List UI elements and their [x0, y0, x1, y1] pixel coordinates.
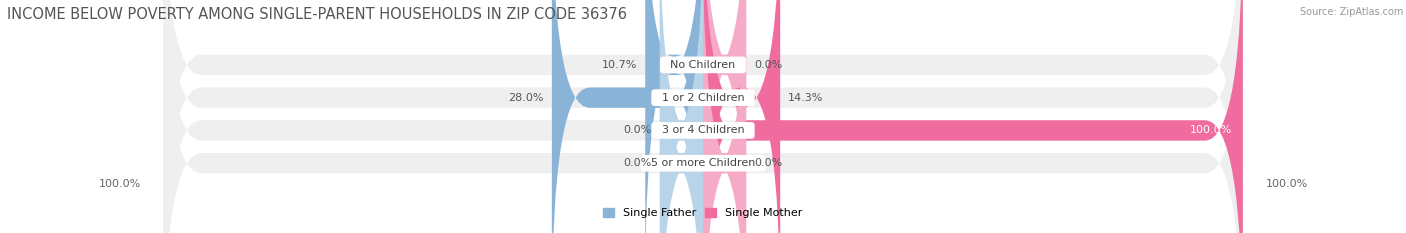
FancyBboxPatch shape — [163, 0, 1243, 233]
Text: 14.3%: 14.3% — [789, 93, 824, 103]
FancyBboxPatch shape — [659, 0, 703, 233]
Text: 5 or more Children: 5 or more Children — [644, 158, 762, 168]
Text: 28.0%: 28.0% — [508, 93, 544, 103]
FancyBboxPatch shape — [163, 0, 1243, 233]
FancyBboxPatch shape — [703, 0, 747, 233]
Text: INCOME BELOW POVERTY AMONG SINGLE-PARENT HOUSEHOLDS IN ZIP CODE 36376: INCOME BELOW POVERTY AMONG SINGLE-PARENT… — [7, 7, 627, 22]
FancyBboxPatch shape — [703, 0, 1243, 233]
FancyBboxPatch shape — [163, 0, 1243, 233]
Text: 0.0%: 0.0% — [754, 60, 783, 70]
FancyBboxPatch shape — [163, 0, 1243, 233]
Text: 100.0%: 100.0% — [1265, 179, 1308, 189]
Text: 100.0%: 100.0% — [98, 179, 141, 189]
Legend: Single Father, Single Mother: Single Father, Single Mother — [603, 208, 803, 218]
Text: No Children: No Children — [664, 60, 742, 70]
Text: 100.0%: 100.0% — [1189, 125, 1232, 135]
Text: 0.0%: 0.0% — [754, 158, 783, 168]
FancyBboxPatch shape — [659, 0, 703, 233]
FancyBboxPatch shape — [703, 0, 747, 233]
Text: 1 or 2 Children: 1 or 2 Children — [655, 93, 751, 103]
FancyBboxPatch shape — [645, 0, 703, 233]
Text: 0.0%: 0.0% — [623, 158, 652, 168]
Text: 0.0%: 0.0% — [623, 125, 652, 135]
FancyBboxPatch shape — [551, 0, 703, 233]
Text: 3 or 4 Children: 3 or 4 Children — [655, 125, 751, 135]
FancyBboxPatch shape — [703, 0, 780, 233]
Text: Source: ZipAtlas.com: Source: ZipAtlas.com — [1299, 7, 1403, 17]
Text: 10.7%: 10.7% — [602, 60, 637, 70]
